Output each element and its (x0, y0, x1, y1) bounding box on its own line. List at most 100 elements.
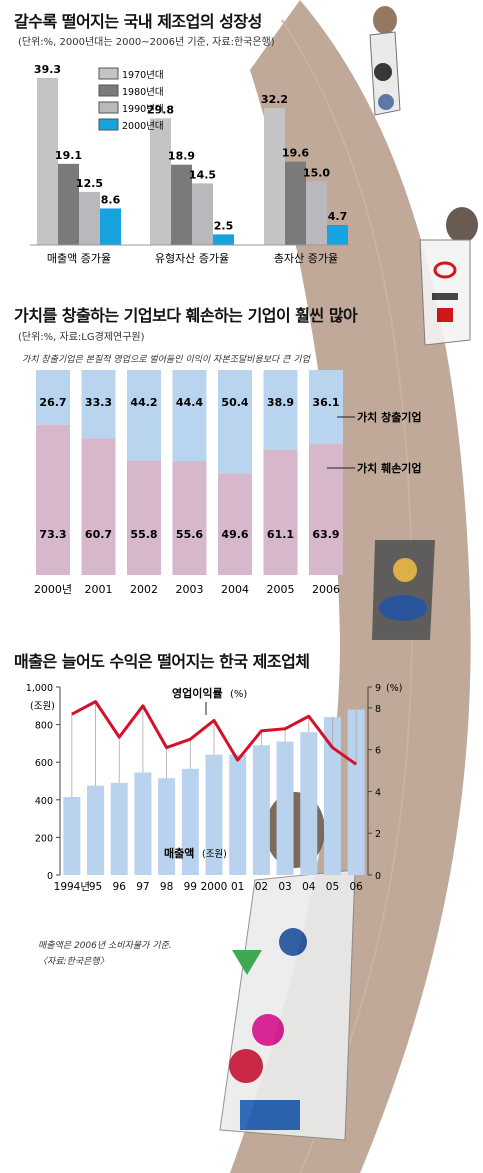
x-tick-label: 96 (113, 881, 127, 893)
value-stacked-chart: 26.7 73.3 2000년 33.3 60.7 2001 44.2 55.8 2002 44.… (34, 370, 422, 596)
chart2-title: 가치를 창출하는 기업보다 훼손하는 기업이 훨씬 많아 (14, 306, 358, 325)
bar-value-label: 18.9 (168, 150, 195, 163)
creation-value-label: 36.1 (312, 396, 339, 409)
sales-bar (134, 772, 152, 875)
value-creation-bar (218, 370, 252, 474)
x-tick-label: 06 (349, 881, 363, 893)
left-tick-label: 200 (35, 833, 53, 844)
right-tick-label: 4 (375, 787, 381, 798)
legend-label: 1990년대 (122, 104, 164, 115)
year-label: 2000년 (34, 583, 72, 596)
legend-swatch (98, 101, 119, 114)
creation-value-label: 33.3 (85, 396, 112, 409)
bar-3-1 (264, 108, 285, 246)
destruction-value-label: 63.9 (312, 528, 339, 541)
bar-1-2 (58, 163, 79, 245)
right-tick-label: 8 (375, 704, 381, 715)
bar-2-2 (171, 164, 192, 245)
creation-value-label: 38.9 (267, 396, 294, 409)
year-label: 2005 (267, 583, 295, 596)
value-creation-bar (127, 370, 161, 461)
right-tick-label: 9 (375, 683, 381, 694)
line-series-unit: (%) (230, 689, 247, 700)
bar-2-3 (192, 183, 213, 245)
legend-swatch (98, 118, 119, 131)
destruction-value-label: 55.8 (130, 528, 157, 541)
sales-bar (110, 782, 128, 875)
sales-bar (87, 785, 105, 875)
chart2-source: (단위:%, 자료:LG경제연구원) (18, 332, 145, 343)
category-label: 매출액 증가율 (47, 252, 111, 265)
bar-3-3 (306, 181, 327, 245)
left-tick-label: 1,000 (26, 683, 53, 694)
x-tick-label: 2000 (201, 881, 228, 893)
x-tick-label: 98 (160, 881, 173, 893)
year-label: 2003 (176, 583, 204, 596)
destruction-value-label: 49.6 (221, 528, 248, 541)
bar-3-4 (327, 225, 348, 245)
sales-bar (276, 741, 294, 875)
value-destruction-bar (172, 461, 207, 575)
x-tick-label: 97 (136, 881, 149, 893)
year-label: 2006 (312, 583, 340, 596)
value-creation-bar (36, 370, 70, 425)
bar-value-label: 12.5 (76, 177, 103, 190)
x-tick-label: 03 (278, 881, 291, 893)
left-tick-label: 0 (47, 871, 53, 882)
destruction-value-label: 60.7 (85, 528, 112, 541)
sales-bar (347, 709, 365, 875)
bar-value-label: 14.5 (189, 168, 216, 181)
chart2-note: 가치 창출기업은 본질적 영업으로 벌어들인 이익이 자본조달비용보다 큰 기업 (22, 355, 310, 365)
line-series-label: 영업이익률 (172, 686, 223, 700)
value-creation-bar (172, 370, 207, 462)
year-label: 2001 (85, 583, 113, 596)
bar-1-1 (37, 77, 58, 245)
sales-bar (181, 768, 199, 875)
destruction-value-label: 61.1 (267, 528, 294, 541)
value-destruction-bar (127, 460, 161, 575)
bar-value-label: 2.5 (214, 219, 234, 232)
chart1-title: 갈수록 떨어지는 국내 제조업의 성장성 (14, 12, 262, 31)
sales-bar (300, 732, 318, 875)
chart3-footnote: 매출액은 2006년 소비자물가 기준. (38, 941, 172, 951)
chart1-source: (단위:%, 2000년대는 2000~2006년 기준, 자료:한국은행) (18, 37, 275, 48)
bar-value-label: 32.2 (261, 93, 288, 106)
left-tick-label: 800 (35, 721, 53, 732)
legend-creation: 가치 창출기업 (357, 410, 422, 424)
bar-series-label: 매출액 (164, 846, 194, 860)
bar-2-1 (150, 118, 171, 245)
growth-bar-chart: 39.3 19.1 12.5 8.6 매출액 증가율 29.8 18.9 14.5 2.5 유형자… (30, 63, 350, 265)
bar-2-4 (213, 234, 234, 245)
legend-destruction: 가치 훼손기업 (357, 461, 422, 475)
value-creation-bar (309, 370, 343, 445)
destruction-value-label: 55.6 (176, 528, 203, 541)
value-destruction-bar (309, 444, 343, 575)
right-tick-label: 2 (375, 829, 381, 840)
bar-series-unit: (조원) (202, 849, 227, 860)
sales-bar (323, 717, 341, 875)
legend-label: 1980년대 (122, 87, 164, 98)
value-destruction-bar (81, 438, 116, 575)
creation-value-label: 44.2 (130, 396, 157, 409)
category-label: 유형자산 증가율 (155, 252, 229, 265)
track-shape (230, 0, 471, 1173)
value-destruction-bar (263, 449, 298, 575)
sales-bar (252, 745, 270, 875)
bar-1-3 (79, 191, 100, 245)
right-axis-unit: (%) (386, 683, 402, 694)
bar-value-label: 8.6 (101, 193, 121, 206)
legend-label: 1970년대 (122, 70, 164, 81)
chart3-title: 매출은 늘어도 수익은 떨어지는 한국 제조업체 (14, 652, 310, 671)
x-tick-label: 99 (184, 881, 197, 893)
value-creation-bar (263, 370, 298, 450)
creation-value-label: 26.7 (39, 396, 66, 409)
year-label: 2004 (221, 583, 249, 596)
left-tick-label: 400 (35, 796, 53, 807)
legend-swatch (98, 67, 119, 80)
bar-value-label: 39.3 (34, 63, 61, 76)
creation-value-label: 50.4 (221, 396, 248, 409)
sales-bar (205, 754, 223, 875)
category-label: 총자산 증가율 (274, 252, 338, 265)
